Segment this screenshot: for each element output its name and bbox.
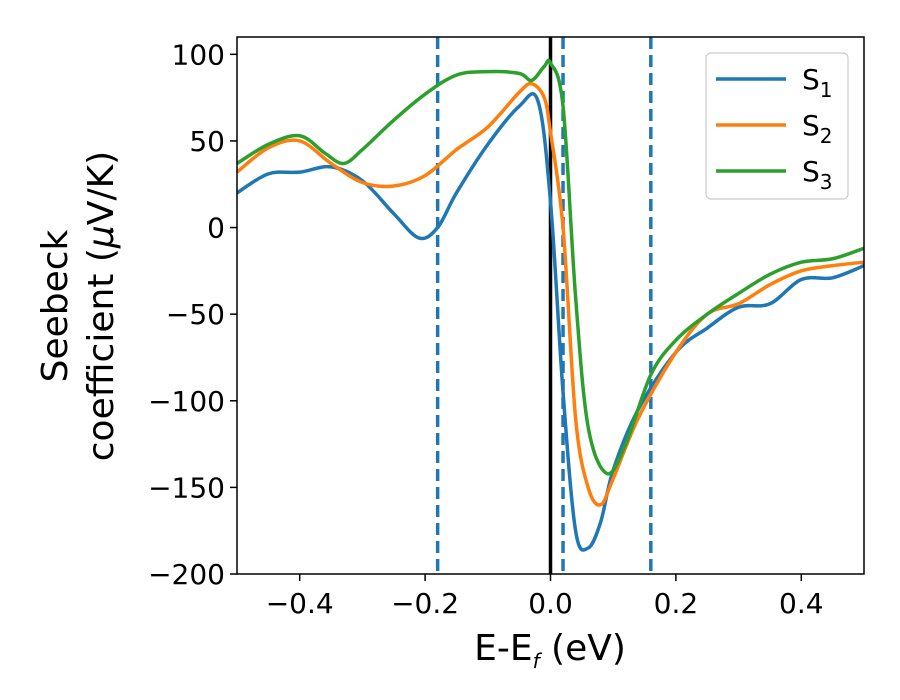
y-axis-label: Seebeck coefficient (μV/K)	[35, 151, 122, 461]
series-line-s3	[236, 58, 865, 476]
legend-label-s2: S2	[802, 109, 833, 148]
x-axis-label: E-Ef (eV)	[474, 628, 626, 673]
series-line-s1	[236, 92, 865, 552]
series-line-s2	[235, 81, 865, 507]
y-tick-label: −100	[148, 385, 225, 418]
x-tick-label: 0.0	[528, 587, 573, 620]
x-tick-label: 0.4	[779, 587, 824, 620]
y-tick-label: 50	[189, 125, 225, 158]
legend-label-s3: S3	[802, 155, 833, 194]
axis-ticks: −0.4 −0.2 0.0 0.2 0.4 100 50 0 −50 −100 −150 −200	[148, 38, 823, 620]
y-axis-label-line1: Seebeck	[35, 229, 76, 382]
reference-lines	[435, 37, 653, 574]
y-axis-label-line2: coefficient (μV/K)	[81, 151, 122, 461]
series-lines	[235, 58, 865, 552]
x-tick-label: 0.2	[654, 587, 699, 620]
legend-label-s1: S1	[802, 63, 833, 102]
y-tick-label: 100	[172, 38, 225, 71]
y-tick-label: −50	[166, 298, 225, 331]
legend: S1 S2 S3	[705, 52, 849, 200]
x-tick-label: −0.2	[391, 587, 459, 620]
y-tick-label: 0	[207, 212, 225, 245]
y-tick-label: −200	[148, 558, 225, 591]
y-tick-label: −150	[148, 471, 225, 504]
x-tick-label: −0.4	[266, 587, 334, 620]
